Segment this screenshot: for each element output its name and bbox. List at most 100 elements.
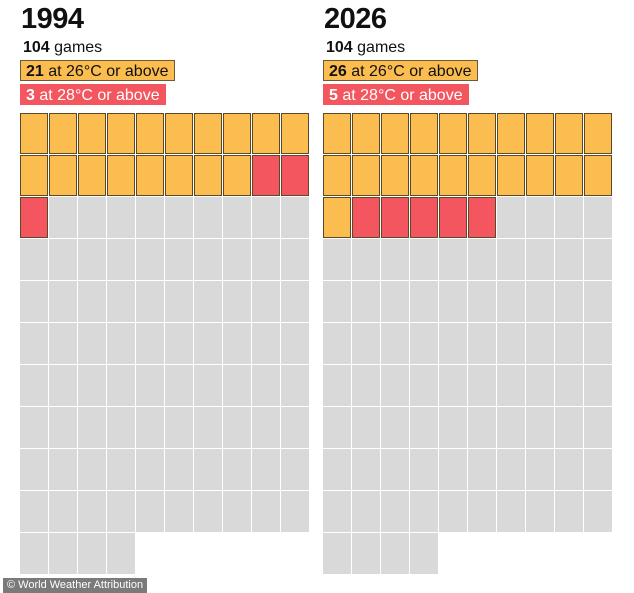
game-cell-below-26	[136, 281, 164, 322]
game-cell-below-26	[165, 407, 193, 448]
game-cell-below-26	[555, 365, 583, 406]
game-cell-below-26	[49, 491, 77, 532]
game-cell-below-26	[223, 491, 251, 532]
game-cell-above-28	[410, 197, 438, 238]
panel-year: 2026	[324, 3, 387, 35]
badge-28c-label: at 28°C or above	[337, 87, 463, 104]
game-cell-below-26	[281, 239, 309, 280]
game-cell-above-26	[78, 113, 106, 154]
game-cell-below-26	[49, 533, 77, 574]
game-cell-below-26	[107, 239, 135, 280]
game-cell-below-26	[555, 491, 583, 532]
game-cell-below-26	[78, 197, 106, 238]
game-cell-below-26	[410, 449, 438, 490]
game-cell-below-26	[352, 491, 380, 532]
game-cell-below-26	[78, 323, 106, 364]
game-cell-above-26	[165, 113, 193, 154]
panel-2026: 2026 104 games 26 at 26°C or above 5 at …	[323, 0, 623, 593]
game-cell-below-26	[194, 449, 222, 490]
badge-28c-count: 5	[329, 87, 338, 104]
badge-28c: 3 at 28°C or above	[20, 84, 166, 105]
game-cell-above-26	[468, 113, 496, 154]
game-cell-above-28	[381, 197, 409, 238]
game-cell-below-26	[223, 239, 251, 280]
game-cell-above-26	[223, 113, 251, 154]
game-cell-above-26	[194, 155, 222, 196]
game-cell-below-26	[20, 449, 48, 490]
games-total: 104 games	[326, 39, 405, 57]
game-cell-below-26	[584, 197, 612, 238]
game-cell-below-26	[20, 323, 48, 364]
game-cell-below-26	[252, 197, 280, 238]
game-cell-below-26	[223, 407, 251, 448]
game-cell-above-26	[252, 113, 280, 154]
game-cell-below-26	[165, 449, 193, 490]
game-cell-above-26	[20, 155, 48, 196]
game-cell-below-26	[584, 323, 612, 364]
game-cell-below-26	[526, 449, 554, 490]
game-cell-above-26	[136, 155, 164, 196]
games-total-count: 104	[326, 39, 353, 56]
badge-26c-count: 21	[26, 63, 44, 80]
game-cell-below-26	[381, 281, 409, 322]
game-cell-below-26	[555, 197, 583, 238]
game-cell-above-26	[49, 113, 77, 154]
game-cell-below-26	[49, 407, 77, 448]
game-cell-below-26	[223, 323, 251, 364]
panel-1994: 1994 104 games 21 at 26°C or above 3 at …	[20, 0, 320, 593]
game-cell-below-26	[497, 407, 525, 448]
game-cell-above-26	[107, 155, 135, 196]
game-cell-below-26	[468, 365, 496, 406]
game-cell-below-26	[526, 281, 554, 322]
game-cell-below-26	[352, 323, 380, 364]
game-cell-above-26	[20, 113, 48, 154]
game-cell-above-26	[497, 113, 525, 154]
badge-26c: 21 at 26°C or above	[20, 60, 175, 81]
game-cell-above-26	[555, 155, 583, 196]
game-cell-below-26	[439, 491, 467, 532]
game-cell-below-26	[410, 407, 438, 448]
badge-26c-count: 26	[329, 63, 347, 80]
game-cell-below-26	[136, 491, 164, 532]
game-cell-below-26	[78, 239, 106, 280]
game-cell-below-26	[381, 407, 409, 448]
game-cell-below-26	[136, 449, 164, 490]
source-credit: © World Weather Attribution	[3, 578, 148, 593]
game-cell-below-26	[584, 239, 612, 280]
game-cell-above-28	[468, 197, 496, 238]
game-cell-below-26	[352, 533, 380, 574]
game-cell-below-26	[107, 323, 135, 364]
game-cell-below-26	[439, 281, 467, 322]
game-cell-below-26	[20, 491, 48, 532]
game-cell-below-26	[49, 197, 77, 238]
game-cell-above-26	[381, 155, 409, 196]
game-cell-below-26	[107, 365, 135, 406]
game-cell-above-28	[281, 155, 309, 196]
games-total: 104 games	[23, 39, 102, 57]
game-cell-above-26	[49, 155, 77, 196]
game-cell-below-26	[323, 323, 351, 364]
game-cell-below-26	[555, 449, 583, 490]
game-cell-below-26	[526, 239, 554, 280]
game-cell-below-26	[78, 365, 106, 406]
game-cell-below-26	[78, 491, 106, 532]
game-cell-below-26	[497, 365, 525, 406]
game-cell-above-26	[352, 155, 380, 196]
game-cell-below-26	[78, 281, 106, 322]
game-cell-below-26	[49, 239, 77, 280]
game-cell-below-26	[410, 533, 438, 574]
game-cell-below-26	[410, 281, 438, 322]
badge-26c: 26 at 26°C or above	[323, 60, 478, 81]
game-cell-below-26	[165, 239, 193, 280]
game-cell-above-26	[323, 113, 351, 154]
game-cell-below-26	[107, 281, 135, 322]
game-cell-above-26	[555, 113, 583, 154]
game-cell-above-28	[252, 155, 280, 196]
game-cell-above-28	[352, 197, 380, 238]
game-cell-below-26	[584, 449, 612, 490]
game-cell-below-26	[352, 365, 380, 406]
game-cell-below-26	[381, 449, 409, 490]
game-cell-below-26	[410, 491, 438, 532]
game-cell-below-26	[555, 281, 583, 322]
game-cell-below-26	[281, 281, 309, 322]
